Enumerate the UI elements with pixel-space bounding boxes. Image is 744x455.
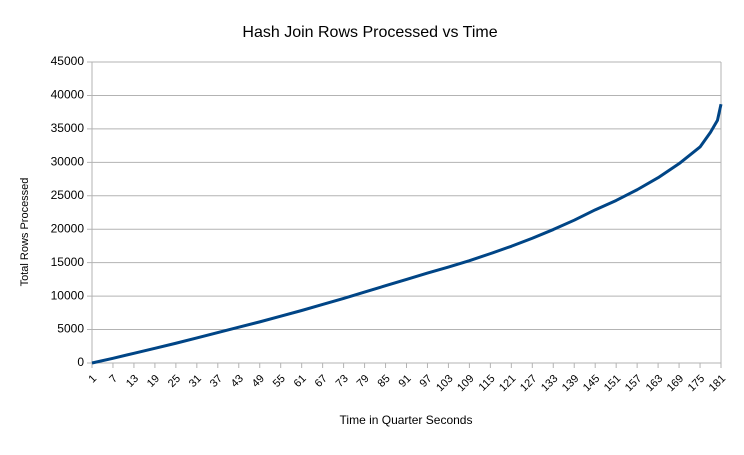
line-series [91, 103, 723, 365]
y-tick-label: 15000 [51, 255, 85, 269]
y-tick-label: 30000 [51, 155, 85, 169]
chart-title: Hash Join Rows Processed vs Time [242, 24, 497, 41]
y-tick-label: 5000 [57, 322, 84, 336]
y-tick-label: 25000 [51, 188, 85, 202]
y-tick-label: 35000 [51, 121, 85, 135]
y-tick-label: 45000 [51, 54, 85, 68]
x-axis-label: Time in Quarter Seconds [340, 413, 473, 427]
y-tick-label: 0 [77, 355, 84, 369]
y-tick-label: 10000 [51, 288, 85, 302]
y-tick-label: 40000 [51, 88, 85, 102]
y-axis-label: Total Rows Processed [19, 178, 31, 287]
y-tick-label: 20000 [51, 221, 85, 235]
